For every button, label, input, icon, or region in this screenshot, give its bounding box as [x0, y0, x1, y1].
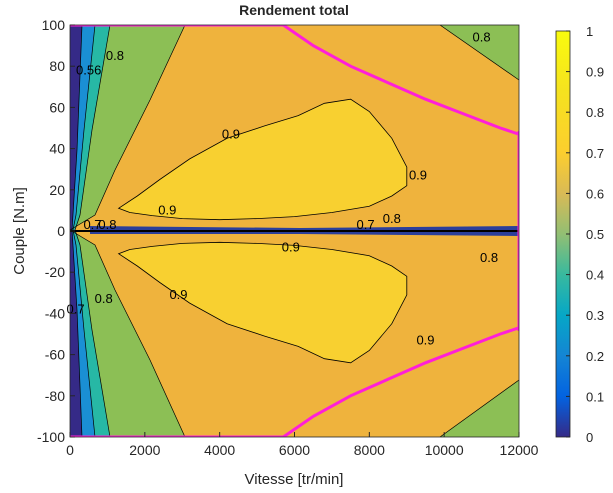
- x-tick-label: 10000: [425, 442, 464, 458]
- x-axis-label: Vitesse [tr/min]: [245, 471, 344, 488]
- y-tick-label: -40: [45, 305, 65, 321]
- y-axis-label: Couple [N.m]: [11, 187, 28, 275]
- contour-label: 0.9: [282, 240, 300, 255]
- x-tick-label: 2000: [129, 442, 160, 458]
- contour-label: 0.9: [409, 168, 427, 183]
- colorbar-tick-label: 0.1: [586, 389, 604, 404]
- contour-label: 0.56: [76, 62, 101, 77]
- contour-label: 0.9: [416, 332, 434, 347]
- colorbar-tick-label: 0.7: [586, 146, 604, 161]
- contour-label: 0.8: [98, 217, 116, 232]
- x-tick-label: 12000: [500, 442, 539, 458]
- max-torque-envelope-lower: [70, 326, 519, 437]
- y-tick-label: 20: [49, 182, 65, 198]
- x-tick-label: 4000: [204, 442, 235, 458]
- colorbar-tick-label: 0.3: [586, 308, 604, 323]
- x-tick-label: 0: [66, 442, 74, 458]
- contour-label: 0.8: [480, 250, 498, 265]
- contour-label: 0.8: [95, 291, 113, 306]
- y-tick-label: 80: [49, 58, 65, 74]
- region-lower-0.9: [117, 241, 408, 364]
- colorbar: 1 0.9 0.8 0.7 0.6 0.5 0.4 0.3 0.2 0.1 0: [555, 24, 604, 445]
- contour-label: 0.8: [383, 211, 401, 226]
- contour-label: 0.8: [106, 48, 124, 63]
- colorbar-tick-label: 1: [586, 24, 593, 39]
- colorbar-tick-label: 0.4: [586, 268, 604, 283]
- y-tick-label: 100: [42, 17, 66, 33]
- colorbar-tick-label: 0.6: [586, 186, 604, 201]
- plot-area: [70, 25, 519, 437]
- contour-label: 0.9: [158, 203, 176, 218]
- chart-title: Rendement total: [239, 2, 349, 18]
- contour-label: 0.9: [169, 287, 187, 302]
- y-tick-label: 40: [49, 141, 65, 157]
- x-tick-label: 8000: [354, 442, 385, 458]
- y-tick-label: -100: [37, 429, 65, 445]
- region-upper-0.9: [117, 98, 408, 221]
- max-torque-envelope-upper: [70, 25, 519, 136]
- contour-label: 0.7: [357, 217, 375, 232]
- contour-label: 0.7: [83, 217, 101, 232]
- colorbar-ticks: 1 0.9 0.8 0.7 0.6 0.5 0.4 0.3 0.2 0.1 0: [566, 24, 604, 445]
- colorbar-tick-label: 0.8: [586, 105, 604, 120]
- y-tick-label: 0: [57, 223, 65, 239]
- y-axis: 100 80 60 40 20 0 -20 -40 -60 -80 -100: [37, 17, 75, 445]
- colorbar-tick-label: 0.9: [586, 65, 604, 80]
- y-tick-label: -60: [45, 347, 65, 363]
- contour-label: 0.9: [222, 126, 240, 141]
- y-tick-label: -20: [45, 264, 65, 280]
- region-left-0.2: [70, 25, 82, 437]
- x-axis: 0 2000 4000 6000 8000 10000 12000: [66, 432, 539, 458]
- colorbar-tick-label: 0.2: [586, 349, 604, 364]
- contour-labels: 0.80.80.90.90.90.70.8 0.7 0.80.90.80.90.90…: [67, 30, 499, 348]
- contour-label: 0.7: [67, 301, 85, 316]
- y-tick-label: -80: [45, 388, 65, 404]
- colorbar-tick-label: 0: [586, 430, 593, 445]
- x-tick-label: 6000: [279, 442, 310, 458]
- left-contour-lines: [70, 25, 519, 437]
- y-tick-label: 60: [49, 99, 65, 115]
- colorbar-tick-label: 0.5: [586, 227, 604, 242]
- contour-label: 0.8: [473, 30, 491, 45]
